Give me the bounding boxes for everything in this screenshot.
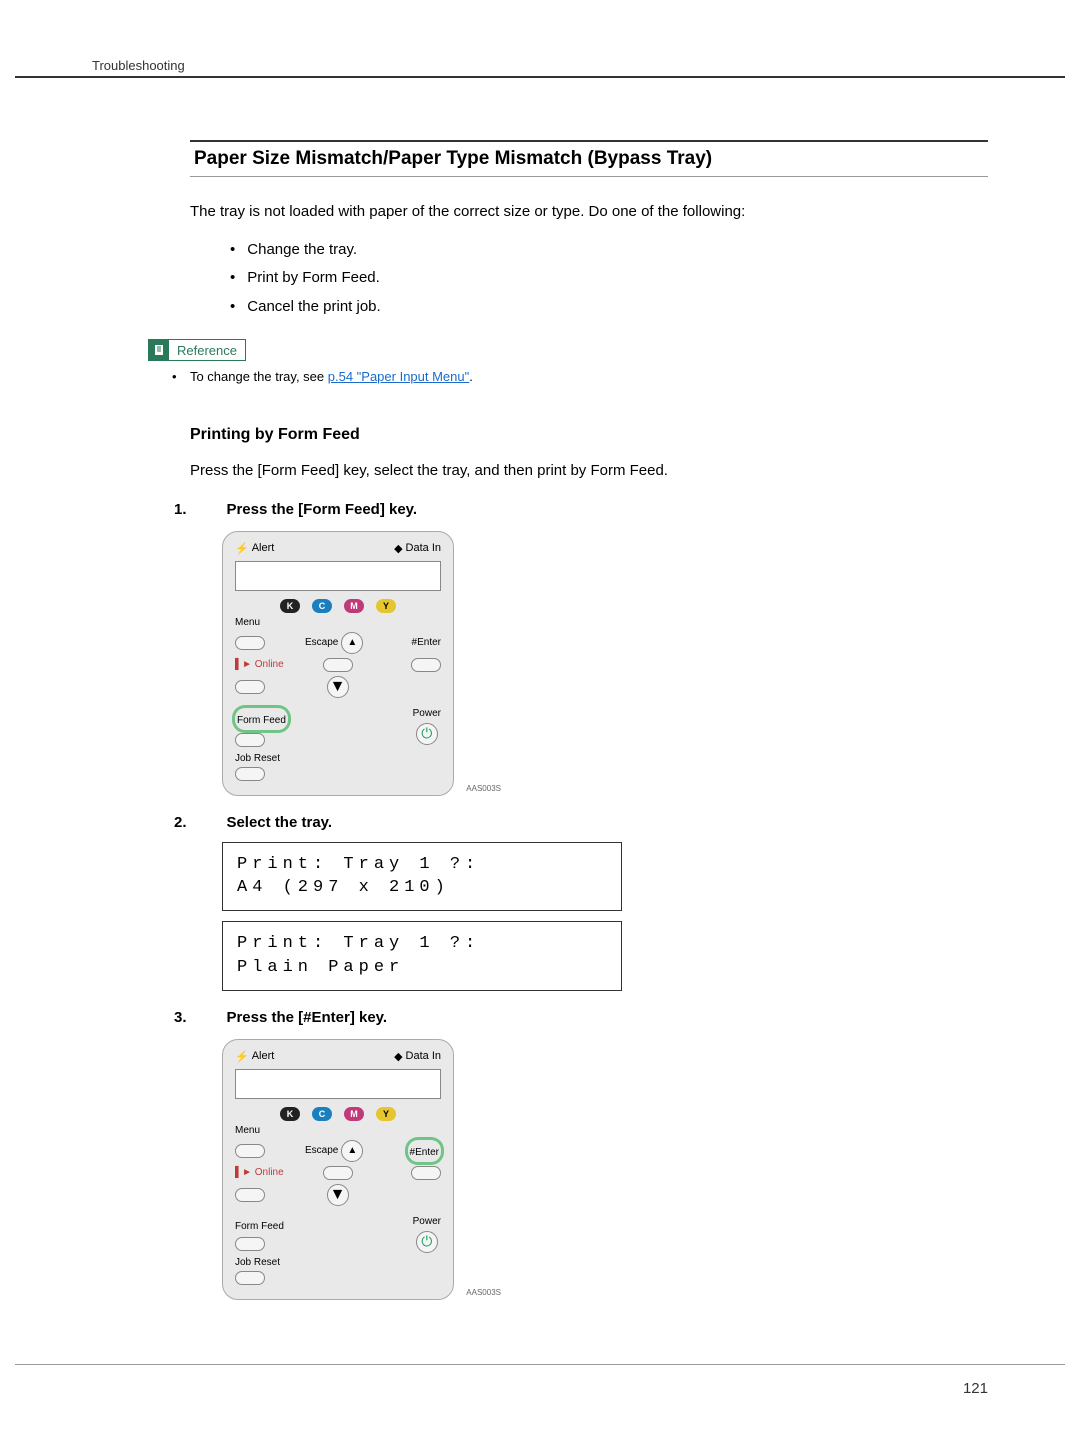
lcd-display-2: Print: Tray 1 ?: Plain Paper [222,921,622,991]
job-reset-label: Job Reset [235,753,288,764]
power-button[interactable]: ⏻ [416,723,438,745]
lcd-line: Print: Tray 1 ?: [237,932,607,956]
lcd-screen [235,561,441,591]
panel-illustration-2: ⚡Alert ◆Data In K C M Y Menu Escape▲ #En… [222,1039,988,1300]
online-label: ▌► Online [235,1167,299,1178]
up-button[interactable]: ▲ [341,632,363,654]
bullet-list: Change the tray. Print by Form Feed. Can… [230,236,988,322]
figure-code: AAS003S [466,1288,501,1297]
form-feed-label: Form Feed [235,1221,284,1232]
header-section: Troubleshooting [92,58,185,73]
toner-indicators: K C M Y [235,599,441,613]
online-label: ▌► Online [235,659,299,670]
alert-indicator: ⚡Alert [235,542,274,555]
heading-3: Printing by Form Feed [190,426,988,444]
menu-label: Menu [235,1125,299,1136]
enter-button[interactable] [411,658,441,672]
power-icon: ⏻ [421,725,432,742]
escape-button[interactable] [323,658,353,672]
enter-label: #Enter [410,1147,439,1158]
control-panel: ⚡Alert ◆Data In K C M Y Menu Escape▲ #En… [222,531,454,796]
step-text: Press the [#Enter] key. [226,1009,387,1026]
online-button[interactable] [235,680,265,694]
up-button[interactable]: ▲ [341,1140,363,1162]
toner-m-icon: M [344,1107,364,1121]
menu-button[interactable] [235,636,265,650]
reference-badge: Reference [148,339,246,361]
power-button[interactable]: ⏻ [416,1231,438,1253]
toner-c-icon: C [312,1107,332,1121]
down-button[interactable]: ▼ [327,676,349,698]
menu-button[interactable] [235,1144,265,1158]
toner-c-icon: C [312,599,332,613]
form-feed-label: Form Feed [237,715,286,726]
step-1: 1. Press the [Form Feed] key. [222,501,988,519]
lcd-line: Print: Tray 1 ?: [237,853,607,877]
intro-paragraph: The tray is not loaded with paper of the… [190,201,988,224]
escape-label: Escape [305,637,338,648]
enter-highlight: #Enter [408,1140,441,1162]
menu-label: Menu [235,617,299,628]
reference-text-before: To change the tray, see [190,369,328,384]
form-feed-highlight: Form Feed [235,708,288,730]
step-text: Press the [Form Feed] key. [226,501,417,518]
job-reset-button[interactable] [235,767,265,781]
heading-bar: Paper Size Mismatch/Paper Type Mismatch … [190,140,988,177]
toner-k-icon: K [280,599,300,613]
reference-text-after: . [469,369,473,384]
form-feed-button[interactable] [235,733,265,747]
alert-indicator: ⚡Alert [235,1050,274,1063]
page-number: 121 [963,1380,988,1397]
reference-icon [149,340,169,360]
lcd-line: Plain Paper [237,956,607,980]
step-3: 3. Press the [#Enter] key. [222,1009,988,1027]
reference-link[interactable]: p.54 "Paper Input Menu" [328,369,470,384]
reference-label: Reference [169,343,245,358]
header-rule [15,76,1065,78]
list-item: Cancel the print job. [230,293,988,322]
toner-m-icon: M [344,599,364,613]
job-reset-button[interactable] [235,1271,265,1285]
lcd-display-1: Print: Tray 1 ?: A4 (297 x 210) [222,842,622,912]
toner-k-icon: K [280,1107,300,1121]
step-text: Select the tray. [226,814,332,831]
escape-label: Escape [305,1145,338,1156]
list-item: Change the tray. [230,236,988,265]
panel-illustration-1: ⚡Alert ◆Data In K C M Y Menu Escape▲ #En… [222,531,988,796]
h3-paragraph: Press the [Form Feed] key, select the tr… [190,460,988,483]
lcd-line: A4 (297 x 210) [237,876,607,900]
data-in-indicator: ◆Data In [394,542,441,555]
toner-y-icon: Y [376,599,396,613]
lcd-screen [235,1069,441,1099]
control-panel: ⚡Alert ◆Data In K C M Y Menu Escape▲ #En… [222,1039,454,1300]
step-number: 1. [198,501,222,518]
power-label: Power [413,1216,441,1227]
down-button[interactable]: ▼ [327,1184,349,1206]
footer-rule [15,1364,1065,1365]
toner-indicators: K C M Y [235,1107,441,1121]
escape-button[interactable] [323,1166,353,1180]
data-in-indicator: ◆Data In [394,1050,441,1063]
enter-button[interactable] [411,1166,441,1180]
list-item: Print by Form Feed. [230,264,988,293]
reference-line: To change the tray, see p.54 "Paper Inpu… [172,369,988,384]
figure-code: AAS003S [466,784,501,793]
toner-y-icon: Y [376,1107,396,1121]
form-feed-button[interactable] [235,1237,265,1251]
power-icon: ⏻ [421,1233,432,1250]
job-reset-label: Job Reset [235,1257,284,1268]
online-button[interactable] [235,1188,265,1202]
enter-label: #Enter [376,637,441,648]
page-content: Paper Size Mismatch/Paper Type Mismatch … [190,140,988,1300]
step-number: 2. [198,814,222,831]
power-label: Power [413,708,441,719]
heading-2: Paper Size Mismatch/Paper Type Mismatch … [194,148,984,170]
step-2: 2. Select the tray. [222,814,988,832]
step-number: 3. [198,1009,222,1026]
